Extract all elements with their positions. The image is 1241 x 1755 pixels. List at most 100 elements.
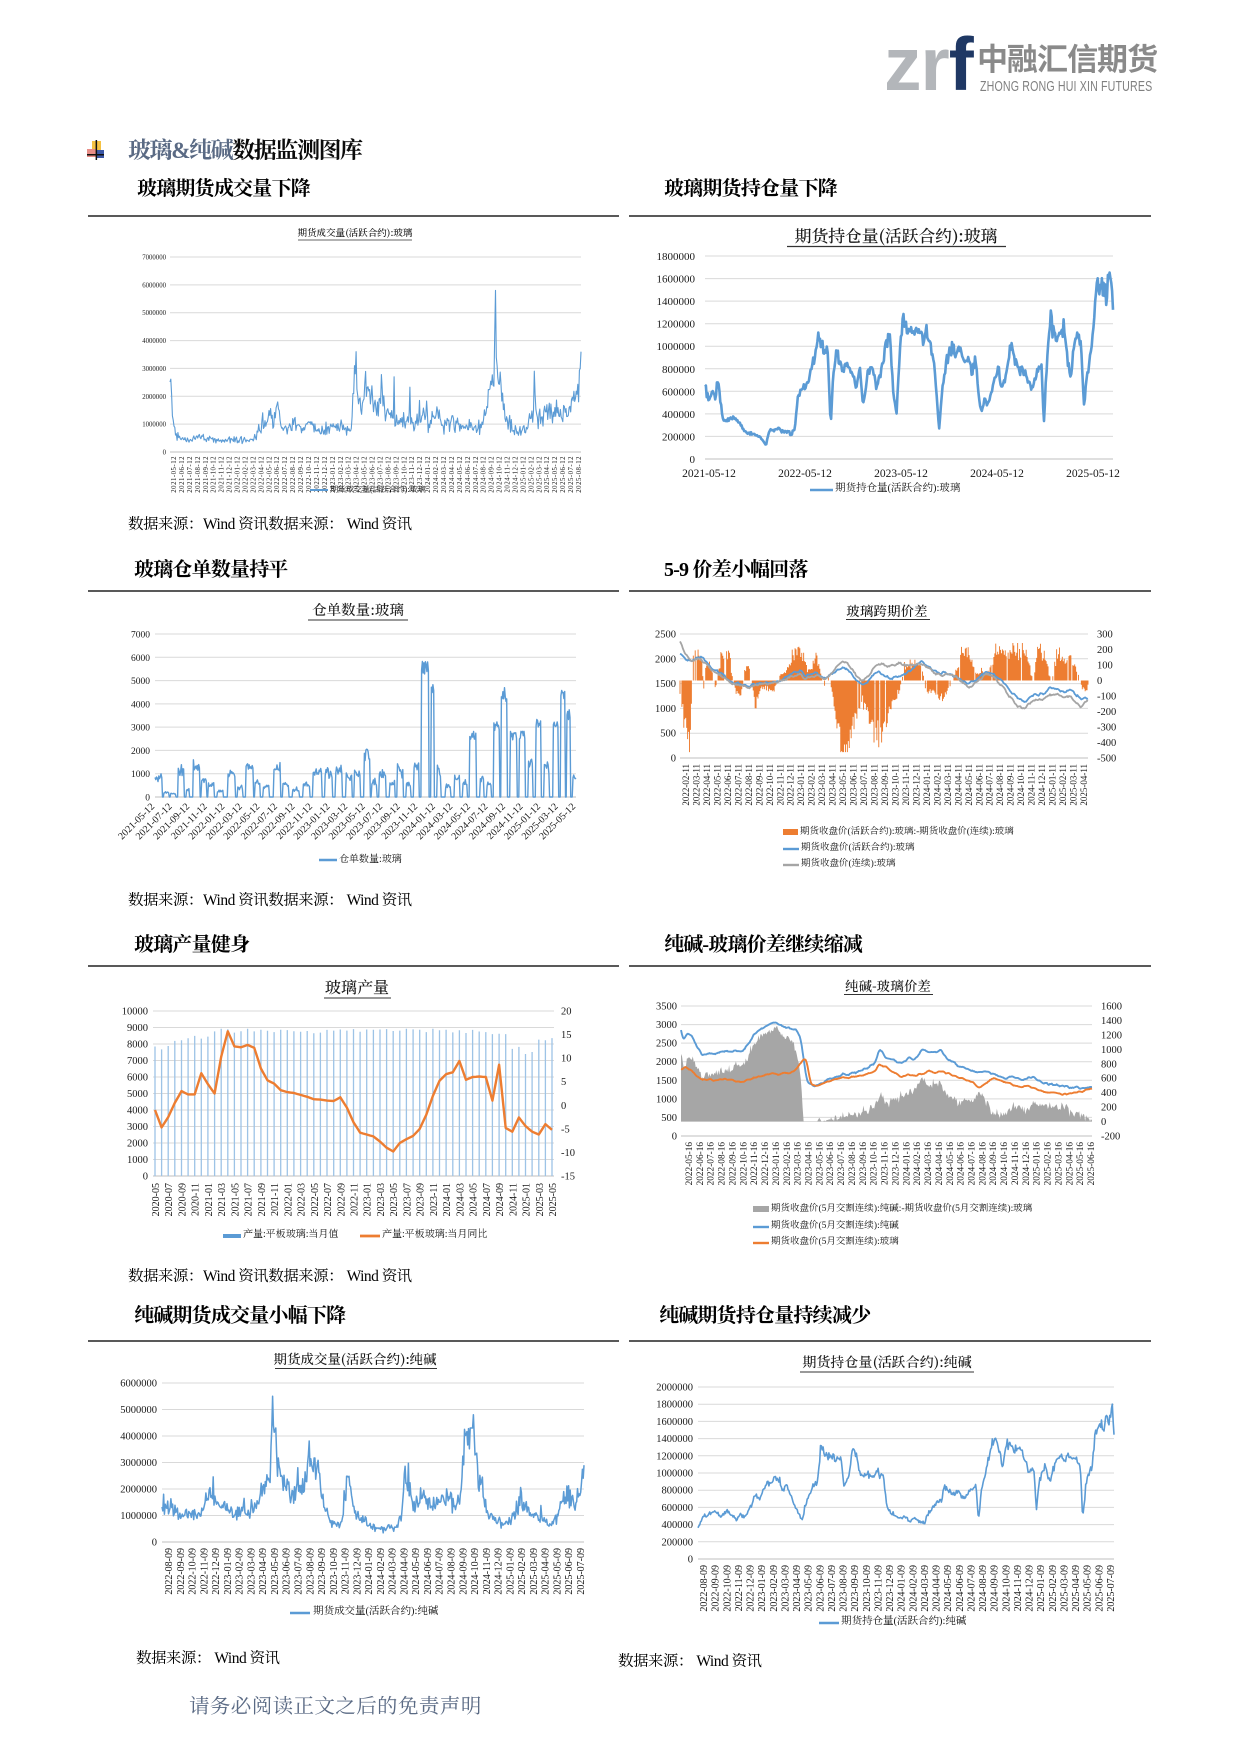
svg-text:2024-12-11: 2024-12-11 xyxy=(1037,764,1047,806)
svg-text:5000000: 5000000 xyxy=(120,1405,157,1416)
svg-text:2023-04-12: 2023-04-12 xyxy=(354,456,361,493)
svg-text:2024-02-11: 2024-02-11 xyxy=(932,764,942,806)
svg-text:1400000: 1400000 xyxy=(656,1434,693,1445)
svg-text:2024-09-16: 2024-09-16 xyxy=(989,1142,999,1186)
svg-text:2023-12-16: 2023-12-16 xyxy=(891,1142,901,1186)
svg-text:2023-06-12: 2023-06-12 xyxy=(370,456,377,493)
svg-text:0: 0 xyxy=(1101,1117,1106,1128)
svg-text:2024-06-09: 2024-06-09 xyxy=(955,1565,966,1612)
svg-text:2023-03-11: 2023-03-11 xyxy=(817,764,827,806)
svg-text:2022-03-11: 2022-03-11 xyxy=(692,764,702,806)
svg-text:2020-11: 2020-11 xyxy=(191,1183,202,1216)
svg-text:2025-03: 2025-03 xyxy=(535,1183,546,1216)
svg-text:2025-01-09: 2025-01-09 xyxy=(1036,1565,1047,1612)
svg-text:2024-09-11: 2024-09-11 xyxy=(1006,764,1016,806)
svg-text:2022-10-16: 2022-10-16 xyxy=(739,1142,749,1186)
svg-text:5: 5 xyxy=(561,1077,566,1088)
svg-text:2022-09: 2022-09 xyxy=(336,1183,347,1216)
svg-text:2025-05-16: 2025-05-16 xyxy=(1076,1142,1086,1186)
svg-text:2025-01-16: 2025-01-16 xyxy=(1033,1142,1043,1186)
svg-text:2024-02-16: 2024-02-16 xyxy=(913,1142,923,1186)
svg-text:2024-06-16: 2024-06-16 xyxy=(957,1142,967,1186)
svg-text:2023-08-12: 2023-08-12 xyxy=(385,456,392,493)
svg-text:2000000: 2000000 xyxy=(656,1383,693,1394)
svg-text:2023-06-11: 2023-06-11 xyxy=(849,764,859,806)
svg-text:2023-12-11: 2023-12-11 xyxy=(911,764,921,806)
svg-text:2025-07-09: 2025-07-09 xyxy=(1106,1565,1117,1612)
svg-text:2023-07-12: 2023-07-12 xyxy=(378,456,385,493)
svg-text:2023-06-16: 2023-06-16 xyxy=(826,1142,836,1186)
svg-text:2023-07-09: 2023-07-09 xyxy=(827,1565,838,1612)
svg-text:2025-01-09: 2025-01-09 xyxy=(505,1548,516,1595)
svg-text:2024-01-12: 2024-01-12 xyxy=(425,456,432,493)
svg-text:2023-06-09: 2023-06-09 xyxy=(815,1565,826,1612)
svg-text:2021-05-12: 2021-05-12 xyxy=(682,468,736,480)
svg-text:0: 0 xyxy=(672,1132,677,1143)
svg-text:600000: 600000 xyxy=(662,1503,694,1514)
svg-text:2022-11-09: 2022-11-09 xyxy=(199,1548,210,1594)
svg-text:100: 100 xyxy=(1097,661,1113,672)
svg-text:2023-05-11: 2023-05-11 xyxy=(838,764,848,806)
svg-text:2022-09-12: 2022-09-12 xyxy=(298,456,305,493)
svg-text:2025-03-16: 2025-03-16 xyxy=(1054,1142,1064,1186)
svg-text:2023-03-09: 2023-03-09 xyxy=(246,1548,257,1595)
svg-text:2023-07-09: 2023-07-09 xyxy=(294,1548,305,1595)
svg-text:2023-04-09: 2023-04-09 xyxy=(792,1565,803,1612)
svg-text:400000: 400000 xyxy=(662,1520,694,1531)
svg-text:2025-06-09: 2025-06-09 xyxy=(564,1548,575,1595)
svg-text:2024-04-11: 2024-04-11 xyxy=(953,764,963,806)
svg-text:2024-12-16: 2024-12-16 xyxy=(1022,1142,1032,1186)
svg-text:2025-05-09: 2025-05-09 xyxy=(1083,1565,1094,1612)
svg-text:2025-05: 2025-05 xyxy=(548,1183,559,1216)
svg-text:1000: 1000 xyxy=(1101,1045,1122,1056)
svg-text:1400000: 1400000 xyxy=(657,296,696,308)
svg-text:2024-03-11: 2024-03-11 xyxy=(943,764,953,806)
svg-text:2023-11-16: 2023-11-16 xyxy=(881,1142,891,1185)
svg-text:0: 0 xyxy=(1097,676,1102,687)
svg-text:2024-07: 2024-07 xyxy=(482,1183,493,1216)
svg-text:20: 20 xyxy=(561,1007,572,1018)
svg-text:2022-08-16: 2022-08-16 xyxy=(718,1142,728,1186)
svg-text:2025-02-16: 2025-02-16 xyxy=(1044,1142,1054,1186)
svg-text:2025-02-11: 2025-02-11 xyxy=(1058,764,1068,806)
svg-text:2025-04-11: 2025-04-11 xyxy=(1079,764,1089,806)
svg-text:2023-10-09: 2023-10-09 xyxy=(329,1548,340,1595)
svg-text:2024-08-11: 2024-08-11 xyxy=(995,764,1005,806)
svg-text:2024-08-09: 2024-08-09 xyxy=(447,1548,458,1595)
svg-text:2023-05-12: 2023-05-12 xyxy=(362,456,369,493)
svg-text:2024-09-09: 2024-09-09 xyxy=(990,1565,1001,1612)
svg-text:1000000: 1000000 xyxy=(120,1511,157,1522)
svg-text:2023-05-16: 2023-05-16 xyxy=(815,1142,825,1186)
svg-text:2023-09-11: 2023-09-11 xyxy=(880,764,890,806)
svg-text:1800000: 1800000 xyxy=(657,251,696,263)
svg-text:2023-01-11: 2023-01-11 xyxy=(796,764,806,806)
svg-text:-200: -200 xyxy=(1101,1132,1120,1143)
svg-text:2023-12-09: 2023-12-09 xyxy=(352,1548,363,1595)
svg-text:2000: 2000 xyxy=(131,747,150,757)
svg-text:1600000: 1600000 xyxy=(656,1417,693,1428)
svg-text:7000000: 7000000 xyxy=(142,255,166,262)
svg-text:2022-11-09: 2022-11-09 xyxy=(734,1565,745,1611)
svg-text:2024-08-12: 2024-08-12 xyxy=(481,456,488,493)
svg-text:2024-05-16: 2024-05-16 xyxy=(946,1142,956,1186)
svg-text:2024-07-09: 2024-07-09 xyxy=(435,1548,446,1595)
svg-text:6000: 6000 xyxy=(131,654,150,664)
svg-text:2023-02-11: 2023-02-11 xyxy=(807,764,817,806)
svg-text:2023-09-09: 2023-09-09 xyxy=(317,1548,328,1595)
svg-text:1000: 1000 xyxy=(131,770,150,780)
svg-text:1000: 1000 xyxy=(127,1155,148,1166)
svg-text:200: 200 xyxy=(1097,645,1113,656)
svg-text:2022-11-16: 2022-11-16 xyxy=(750,1142,760,1185)
svg-text:2024-12-09: 2024-12-09 xyxy=(1025,1565,1036,1612)
svg-text:2022-01: 2022-01 xyxy=(283,1183,294,1216)
svg-text:2022-03-12: 2022-03-12 xyxy=(250,456,257,493)
svg-text:2023-07: 2023-07 xyxy=(402,1183,413,1216)
svg-text:2022-01-12: 2022-01-12 xyxy=(235,456,242,493)
svg-text:8000: 8000 xyxy=(127,1040,148,1051)
svg-text:2000: 2000 xyxy=(127,1139,148,1150)
svg-text:1200000: 1200000 xyxy=(657,319,696,331)
svg-text:2023-01-09: 2023-01-09 xyxy=(223,1548,234,1595)
svg-text:3000: 3000 xyxy=(656,1020,677,1031)
svg-text:1500: 1500 xyxy=(655,679,676,690)
svg-text:2022-07-11: 2022-07-11 xyxy=(733,764,743,806)
